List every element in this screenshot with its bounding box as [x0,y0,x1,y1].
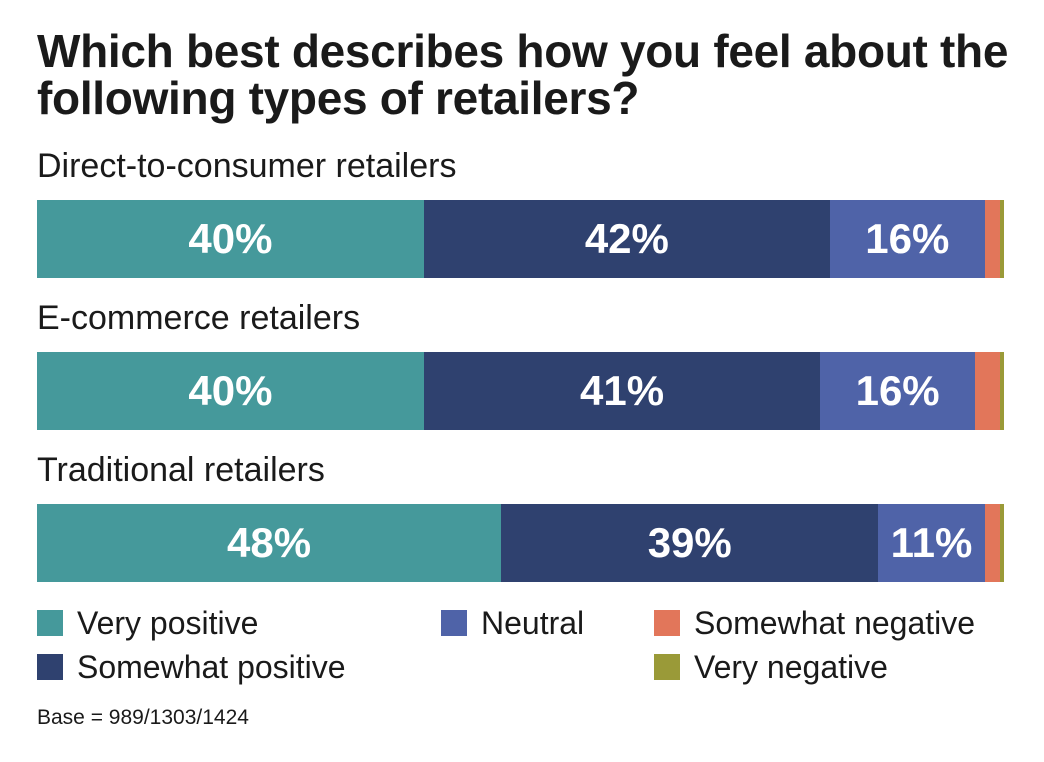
legend-label: Very negative [694,649,888,685]
legend-label: Neutral [481,605,585,641]
legend-swatch [441,610,467,636]
bar-segment: 48% [37,504,502,582]
bar-segment [984,200,1001,278]
data-label: 41% [580,367,665,414]
data-label: 40% [188,367,273,414]
bar-segment [1000,352,1004,430]
bar-segment: 41% [423,352,821,430]
legend-label: Somewhat positive [77,649,346,685]
category-label: Direct-to-consumer retailers [37,147,457,185]
bar-segment: 16% [820,352,975,430]
category-label: E-commerce retailers [37,299,361,337]
data-label: 42% [584,215,669,262]
legend-item: Very negative [654,650,888,684]
legend-label: Very positive [77,605,259,641]
legend-swatch [37,654,63,680]
data-label: 16% [865,215,950,262]
data-label: 48% [227,519,312,566]
legend-item: Very positive [37,606,258,640]
legend-swatch [654,654,680,680]
bar-segment: 39% [501,504,879,582]
bar-row: 40% 42% 16% [37,200,1004,278]
legend-label: Somewhat negative [694,605,976,641]
bar-segment [984,504,1001,582]
bar-segment [1000,504,1004,582]
bar-segment [974,352,1001,430]
bar-segment: 40% [37,352,424,430]
bar-segment: 40% [37,200,424,278]
base-footnote: Base = 989/1303/1424 [37,706,249,729]
legend-swatch [654,610,680,636]
data-label: 39% [647,519,732,566]
bar-segment: 16% [829,200,985,278]
legend-item: Somewhat negative [654,606,975,640]
data-label: 40% [188,215,273,262]
legend-item: Neutral [441,606,584,640]
bar-segment: 42% [423,200,830,278]
data-label: 11% [890,519,973,566]
bar-segment [1000,200,1004,278]
bar-row: 48% 39% 11% [37,504,1004,582]
legend-swatch [37,610,63,636]
data-label: 16% [855,367,940,414]
bar-row: 40% 41% 16% [37,352,1004,430]
category-label: Traditional retailers [37,451,325,489]
bar-segment: 11% [878,504,985,582]
legend-item: Somewhat positive [37,650,346,684]
chart-title: Which best describes how you feel about … [37,25,1009,124]
